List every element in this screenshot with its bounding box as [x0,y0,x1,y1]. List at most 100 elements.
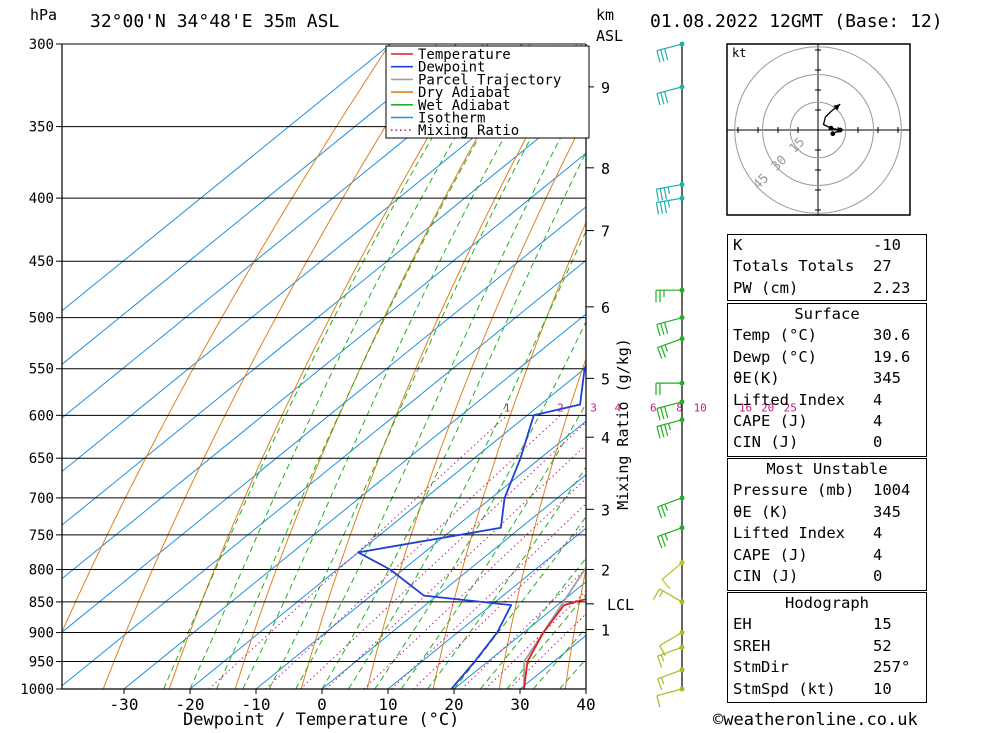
profiles [357,363,586,689]
km-unit-label: km [596,6,615,24]
km-tick-label: 2 [601,561,610,579]
wind-barb-shaft [661,562,683,580]
wind-barb-flag [664,424,669,437]
index-label: Totals Totals [733,257,855,276]
isotherm-line [387,527,586,689]
pressure-tick-label: 600 [29,408,54,424]
wind-barb-flag [656,426,661,439]
hodograph-stat-label: StmSpd (kt) [733,679,836,698]
surface-label: Temp (°C) [733,326,817,345]
legend-label: Temperature [418,47,511,63]
pressure-tick-label: 950 [29,655,54,671]
most-unstable-value: 4 [873,545,883,564]
wind-barb-flag [660,534,666,547]
hodograph-stat-value: 10 [873,679,892,698]
wind-barb-shaft [656,419,683,428]
wind-barb-flag [656,324,661,337]
wind-barb-flag [659,188,663,201]
wind-barb-shaft [656,43,683,52]
wet-adiabat-line [480,557,586,689]
wind-barb-flag [655,188,660,202]
isotherm-line [62,44,523,419]
wind-barb-shaft [656,688,683,697]
wind-barb-flag [660,49,665,62]
dry-adiabat-line [62,44,391,634]
indices-table: K -10 Totals Totals 27 PW (cm) 2.23 [727,234,927,301]
hodograph-unit: kt [732,46,746,60]
wind-barb-flag [663,201,667,214]
mixing-ratio-axis-label: Mixing Ratio (g/kg) [614,338,632,510]
wind-barb-shaft [659,632,683,647]
pressure-tick-label: 500 [29,311,54,327]
wind-barb-flag [656,50,661,63]
wind-barb-flag [657,678,663,691]
hodograph-stat-label: StmDir [733,658,789,677]
surface-row: CAPE (J) 4 [728,411,926,432]
wind-barb-shaft [656,401,683,410]
legend-label: Parcel Trajectory [418,72,561,88]
most-unstable-label: CAPE (J) [733,545,808,564]
surface-value: 4 [873,411,883,430]
most-unstable-label: Pressure (mb) [733,481,855,500]
dry-adiabat-line [564,567,586,689]
wind-barb-flag [667,423,671,431]
surface-value: 30.6 [873,326,911,345]
hodograph-stat-row: SREH 52 [728,636,926,657]
hodograph-table: Hodograph EH 15 SREH 52 StmDir 257° StmSpd (kt… [727,592,927,703]
wet-adiabat-line [453,515,586,689]
hodograph-stat-row: EH 15 [728,614,926,635]
axes: 3003504004505005506006507007508008509009… [20,37,634,714]
km-tick-label: 5 [601,370,610,388]
wind-barb-flag [664,344,669,352]
mixing-ratio-label: 20 [761,401,774,414]
x-axis-label: Dewpoint / Temperature (°C) [183,710,460,730]
surface-value: 345 [873,369,901,388]
wind-barb-shaft [657,646,683,657]
mixing-ratio-line [265,414,561,689]
surface-row: CIN (J) 0 [728,432,926,453]
dry-adiabat-line [432,221,586,689]
dry-adiabat-line [102,44,437,689]
asl-label: ASL [596,27,624,45]
wind-barb-flag [660,323,665,336]
wind-barb-flag [658,590,664,598]
wet-adiabat-line [427,466,586,689]
legend-label: Dry Adiabat [418,85,511,101]
index-value: 2.23 [873,278,911,297]
most-unstable-row: Pressure (mb) 1004 [728,480,926,501]
wind-barb-flag [660,407,665,420]
wind-barb-flag [664,533,669,541]
wind-barb-flag [657,506,663,519]
x-tick-label: -20 [176,695,205,714]
most-unstable-title: Most Unstable [766,460,888,478]
hodograph-point [830,131,836,137]
wind-barb-flag [660,654,665,662]
mixing-ratio-label: 10 [694,401,707,414]
isotherm-line [62,259,586,687]
wind-barb-flag [660,92,665,105]
hodograph-ring [734,46,902,214]
x-tick-label: -10 [242,695,271,714]
mixing-ratio-label: 3 [590,401,597,414]
isotherm-line [62,152,586,580]
surface-title: Surface [794,305,860,323]
station-location: 32°00'N 34°48'E 35m ASL [90,11,340,32]
wind-barb-flag [657,347,663,360]
mixing-ratio-label: 4 [614,401,621,414]
pressure-tick-label: 850 [29,595,54,611]
km-tick-label: 3 [601,501,610,519]
most-unstable-row: CIN (J) 0 [728,566,926,587]
hodograph-point [828,125,834,131]
pressure-tick-label: 350 [29,120,54,136]
legend-label: Wet Adiabat [418,98,511,114]
dry-adiabat-line [366,115,586,689]
x-tick-label: 40 [576,695,595,714]
pressure-tick-label: 800 [29,562,54,578]
x-tick-label: 20 [444,695,463,714]
copyright[interactable]: ©weatheronline.co.uk [713,710,918,730]
hodograph-stat-row: StmSpd (kt) 10 [728,679,926,700]
most-unstable-label: θE (K) [733,502,789,521]
wind-barb-flag [664,503,669,511]
